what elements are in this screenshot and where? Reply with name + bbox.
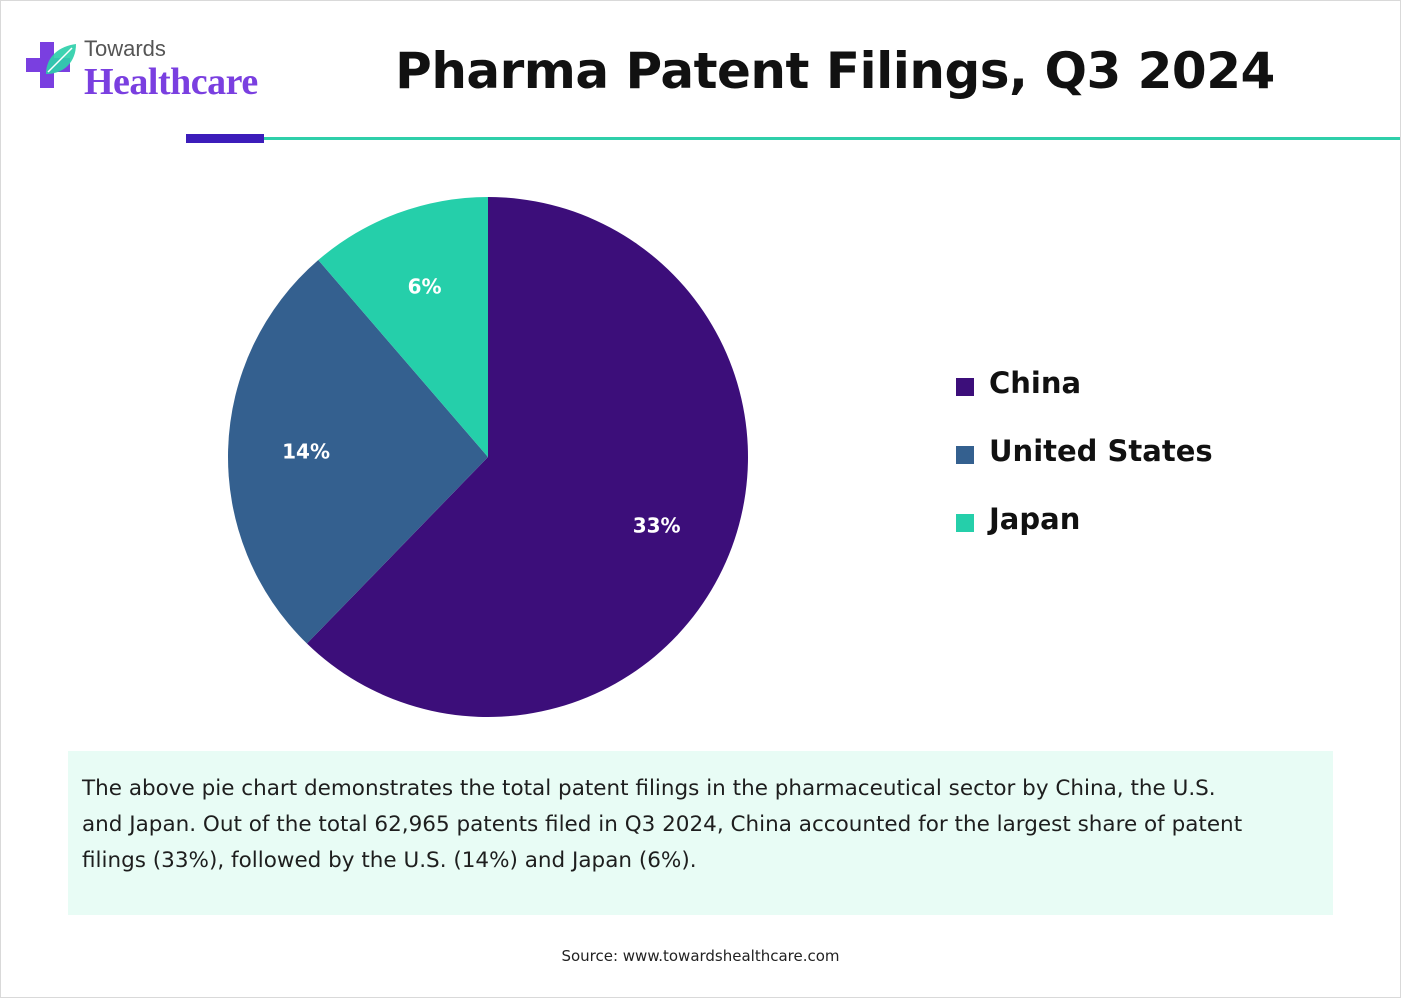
source-note: Source: www.towardshealthcare.com xyxy=(561,947,840,965)
legend-label-united-states: United States xyxy=(989,434,1213,468)
chart-title: Pharma Patent Filings, Q3 2024 xyxy=(395,42,1275,100)
brand-logo: Towards Healthcare xyxy=(26,36,266,106)
medical-cross-leaf-icon xyxy=(26,42,76,88)
title-rule-line xyxy=(264,137,1400,140)
data-label-china: 33% xyxy=(633,513,681,537)
legend-label-japan: Japan xyxy=(989,502,1081,536)
description-text: The above pie chart demonstrates the tot… xyxy=(82,776,1243,873)
description-box: The above pie chart demonstrates the tot… xyxy=(68,751,1333,915)
data-label-japan: 6% xyxy=(408,274,442,298)
legend-swatch-united-states xyxy=(956,446,974,464)
pie-slice-united-states xyxy=(227,260,488,644)
logo-text-healthcare: Healthcare xyxy=(84,61,258,103)
title-rule-accent xyxy=(186,134,264,143)
legend-swatch-japan xyxy=(956,514,974,532)
legend-swatch-china xyxy=(956,378,974,396)
pie-slice-china xyxy=(306,197,748,717)
data-label-united-states: 14% xyxy=(282,440,330,464)
pie-chart: 33% 14% 6% xyxy=(227,197,748,717)
legend-label-china: China xyxy=(989,366,1082,400)
logo-text-towards: Towards xyxy=(84,36,166,61)
pie-slice-japan xyxy=(318,197,488,457)
